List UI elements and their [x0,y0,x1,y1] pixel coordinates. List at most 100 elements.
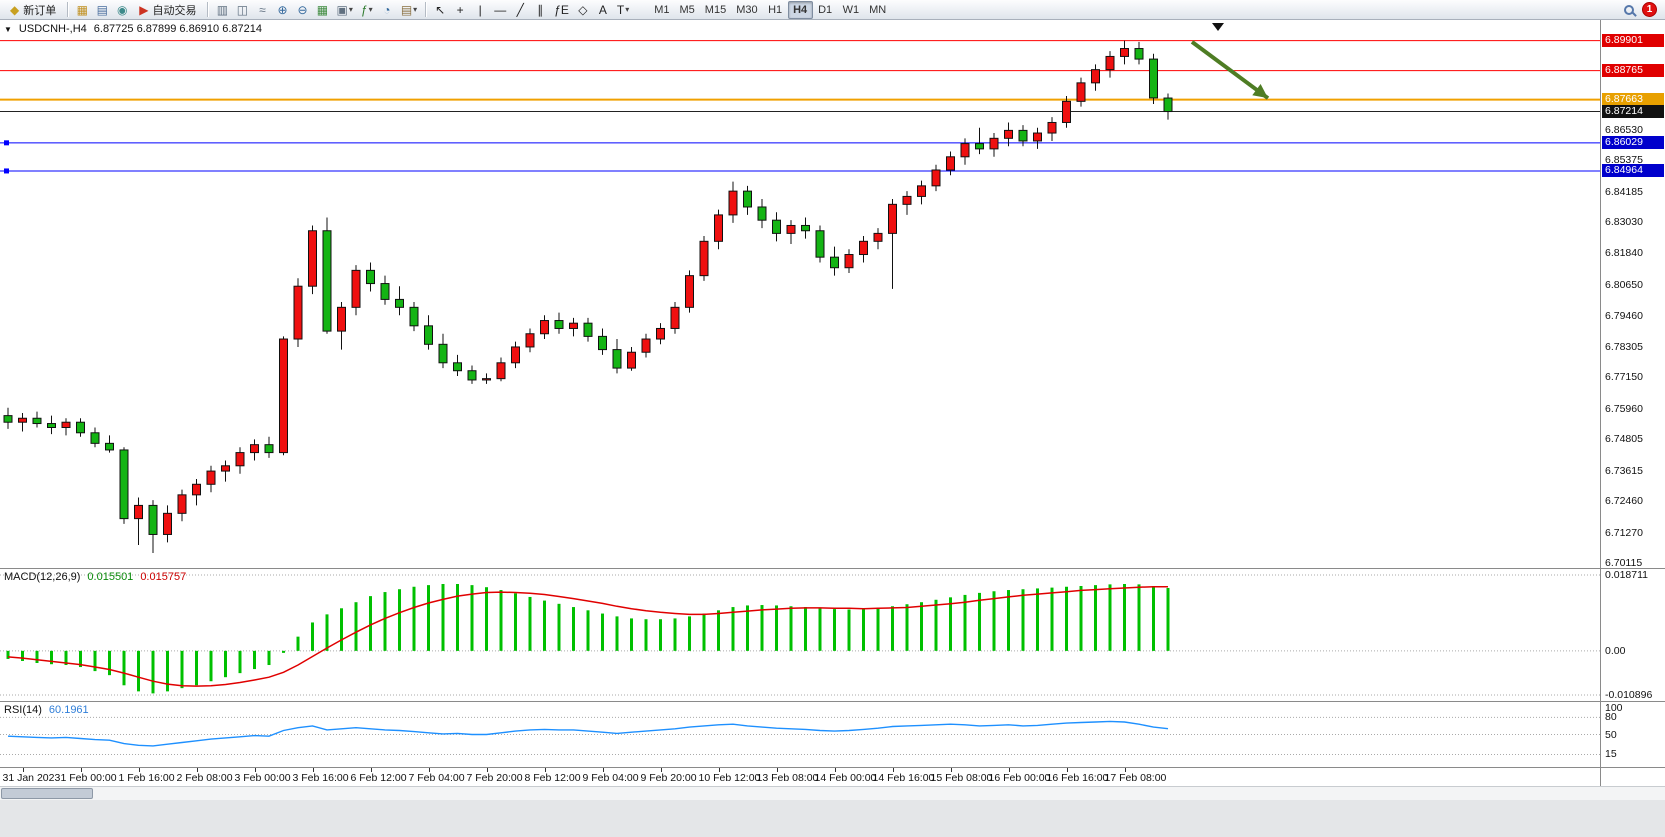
price-tick-label: 6.85375 [1605,154,1643,167]
new-order-button[interactable]: ◆ 新订单 [3,1,63,19]
toolbar-separator [425,2,427,17]
timeframe-m15-button[interactable]: M15 [704,3,727,16]
rsi-scale-label: 15 [1605,748,1617,761]
profiles-icon: ▤ [96,2,108,17]
macd-label: MACD(12,26,9) 0.015501 0.015757 [4,571,186,583]
h-scrollbar[interactable] [0,786,1665,800]
toolbar: ◆ 新订单 ▦ ▤ ◉ ▶ 自动交易 ▥ ◫ ≈ ⊕ ⊖ ▦ ▣ ▾ ƒ ▾ ◔ ▤ ▾ ↖ + | — ╱ ∥ ƒE ◇… [0,0,1665,20]
auto-trading-button[interactable]: ▶ 自动交易 [132,1,203,19]
time-axis[interactable]: 31 Jan 2023 1 Feb 00:00 1 Feb 16:00 2 Feb 0… [0,767,1665,786]
line-chart-icon-button[interactable]: ≈ [252,1,272,19]
macd-scale-label: -0.010896 [1605,689,1653,701]
time-axis-tick [22,768,24,772]
profiles-icon-button[interactable]: ▤ [92,1,112,19]
price-tick-label: 6.75960 [1605,402,1643,415]
auto-trading-label: 自动交易 [152,4,197,17]
toolbar-separator [207,2,209,17]
macd-scale-label: 0.00 [1605,644,1626,657]
trendline-icon: ╱ [516,2,524,17]
rsi-scale-label: 80 [1605,711,1617,724]
zoom-out-icon-button[interactable]: ⊖ [292,1,312,19]
time-axis-tick [254,768,256,772]
time-axis-label: 13 Feb 08:00 [756,772,819,784]
time-axis-label: 16 Feb 00:00 [988,772,1051,784]
timeframe-mn-button[interactable]: MN [869,3,887,16]
timeframe-h1-button[interactable]: H1 [768,3,783,16]
dropdown-caret-icon: ▾ [348,5,353,14]
time-axis-tick [544,768,546,772]
crosshair-icon: + [456,2,464,17]
price-chart-svg [0,23,1600,553]
rsi-plot[interactable]: RSI(14) 60.1961 [0,702,1600,767]
arrow-label-icon-button[interactable]: T ▾ [613,1,633,19]
timeframe-h4-button[interactable]: H4 [787,0,813,19]
terminal-icon-button[interactable]: ◉ [112,1,132,19]
price-panel: ▼ USDCNH-,H4 6.87725 6.87899 6.86910 6.8… [0,20,1665,570]
h-scrollbar-thumb[interactable] [1,788,93,799]
indicators-icon-button[interactable]: ƒ ▾ [357,1,377,19]
candlestick-chart-icon: ◫ [236,2,249,17]
zoom-in-icon-button[interactable]: ⊕ [272,1,292,19]
time-axis-label: 15 Feb 08:00 [930,772,993,784]
horizontal-line-icon-button[interactable]: — [490,1,510,19]
chart-collapse-icon[interactable]: ▼ [4,24,12,34]
time-axis-tick [370,768,372,772]
channel-icon: ∥ [537,2,544,17]
search-icon[interactable] [1624,4,1634,15]
timeframe-w1-button[interactable]: W1 [842,3,860,16]
rsi-axis[interactable]: 100 80 50 15 [1600,702,1665,767]
charts-icon: ▦ [76,2,88,17]
macd-main-value: 0.015501 [87,571,134,583]
vertical-line-icon-button[interactable]: | [470,1,490,19]
timeframe-d1-button[interactable]: D1 [818,3,833,16]
price-tick-label: 6.80650 [1605,278,1643,291]
price-tick-label: 6.81840 [1605,247,1643,260]
candlestick-chart-icon-button[interactable]: ◫ [232,1,252,19]
shapes-icon-button[interactable]: ◇ [573,1,593,19]
shapes-icon: ◇ [578,2,588,17]
dropdown-caret-icon: ▾ [368,5,373,14]
trendline-icon-button[interactable]: ╱ [510,1,530,19]
text-icon-button[interactable]: A [593,1,613,19]
templates-icon: ▤ [400,2,413,17]
price-axis[interactable]: 6.86530 6.85375 6.84185 6.83030 6.81840 6.806… [1600,20,1665,570]
price-tick-label: 6.74805 [1605,433,1643,446]
chart-window: ▼ USDCNH-,H4 6.87725 6.87899 6.86910 6.8… [0,20,1665,786]
arrow-label-icon: T [616,2,625,17]
price-plot[interactable]: ▼ USDCNH-,H4 6.87725 6.87899 6.86910 6.8… [0,20,1600,568]
cursor-icon-button[interactable]: ↖ [430,1,450,19]
time-axis-label: 7 Feb 04:00 [408,772,465,784]
time-axis-tick [486,768,488,772]
timeframe-m1-button[interactable]: M1 [654,3,670,16]
price-tick-label: 6.79460 [1605,310,1643,323]
time-axis-label: 14 Feb 00:00 [814,772,877,784]
macd-plot[interactable]: MACD(12,26,9) 0.015501 0.015757 [0,569,1600,701]
auto-trading-icon: ▶ [139,2,149,17]
crosshair-icon-button[interactable]: + [450,1,470,19]
tile-windows-icon-button[interactable]: ▦ [312,1,332,19]
periods-icon-button[interactable]: ◔ [377,1,397,19]
cursor-icon: ↖ [435,2,446,17]
price-tick-label: 6.70115 [1605,557,1643,570]
templates-icon-button[interactable]: ▤ ▾ [397,1,421,19]
timeframe-m30-button[interactable]: M30 [736,3,758,16]
macd-axis[interactable]: 0.018711 0.00 -0.010896 [1600,569,1665,701]
price-tick-label: 6.72460 [1605,495,1643,508]
price-tick-label: 6.71270 [1605,526,1643,539]
charts-icon-button[interactable]: ▦ [72,1,92,19]
time-axis-tick [718,768,720,772]
ohlc-bars-icon-button[interactable]: ▥ [212,1,232,19]
time-axis-label: 2 Feb 08:00 [176,772,233,784]
time-axis-tick [892,768,894,772]
fibonacci-icon-button[interactable]: ƒE [550,1,573,19]
zoom-out-icon: ⊖ [297,2,308,17]
notification-badge[interactable]: 1 [1642,2,1657,17]
price-level-badge: 6.86029 [1602,135,1664,149]
time-axis-corner [1600,768,1665,786]
time-axis-tick [428,768,430,772]
price-tick-label: 6.84185 [1605,185,1643,198]
zoom-in-icon: ⊕ [277,2,288,17]
arrange-charts-icon-button[interactable]: ▣ ▾ [332,1,356,19]
timeframe-m5-button[interactable]: M5 [679,3,695,16]
channel-icon-button[interactable]: ∥ [530,1,550,19]
